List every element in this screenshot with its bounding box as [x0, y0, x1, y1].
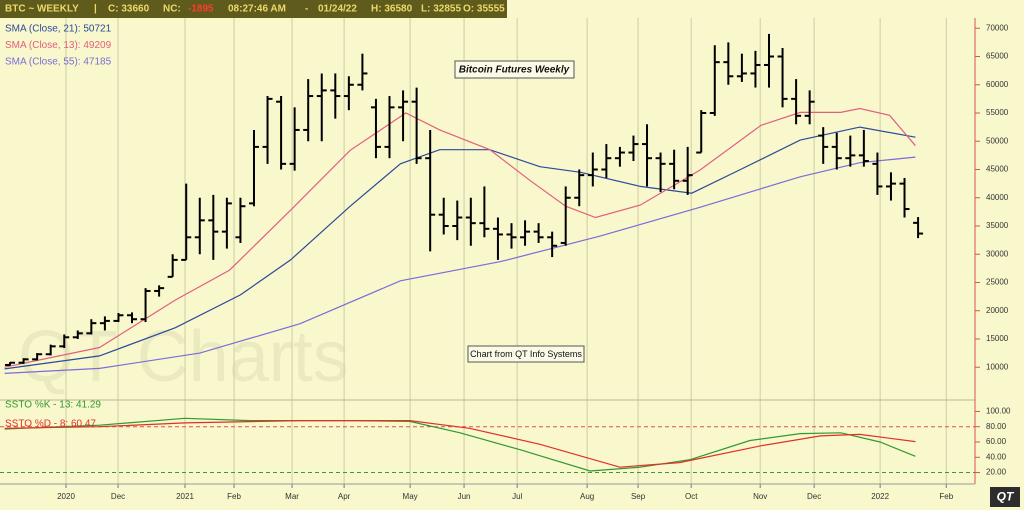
y-tick-label: 15000: [986, 334, 1009, 343]
y-tick-label: 40.00: [986, 452, 1007, 461]
x-tick-label: Apr: [338, 492, 351, 501]
x-tick-label: Dec: [111, 492, 125, 501]
x-tick-label: Oct: [685, 492, 698, 501]
y-tick-label: 20.00: [986, 468, 1007, 477]
grid-layer: [65, 18, 947, 488]
y-tick-label: 50000: [986, 136, 1009, 145]
y-tick-label: 100.00: [986, 407, 1011, 416]
indicator-line: [4, 420, 916, 468]
y-tick-label: 65000: [986, 52, 1009, 61]
watermark: QT Charts: [18, 317, 349, 397]
y-tick-label: 60.00: [986, 437, 1007, 446]
header-bar: [0, 0, 507, 18]
y-tick-label: 70000: [986, 23, 1009, 32]
logo: QT: [997, 490, 1015, 504]
dash: -: [305, 4, 308, 15]
legend-entry: SMA (Close, 55): 47185: [5, 57, 112, 68]
annotation: Bitcoin Futures Weekly: [459, 65, 570, 76]
x-tick-label: 2022: [871, 492, 889, 501]
symbol: BTC ~ WEEKLY: [5, 4, 79, 15]
x-tick-label: Dec: [807, 492, 821, 501]
y-tick-label: 20000: [986, 306, 1009, 315]
annotation-box: [467, 345, 585, 363]
legend-entry: SMA (Close, 13): 49209: [5, 40, 112, 51]
y-tick-label: 45000: [986, 165, 1009, 174]
y-tick-label: 30000: [986, 249, 1009, 258]
x-tick-label: Sep: [631, 492, 646, 501]
legend-entry: SSTO %D - 8: 60.47: [5, 419, 96, 430]
high-field: H: 36580: [371, 4, 413, 15]
x-tick-label: Feb: [939, 492, 953, 501]
x-tick-label: May: [403, 492, 418, 501]
open-field: O: 35555: [463, 4, 505, 15]
y-tick-label: 40000: [986, 193, 1009, 202]
net-change-label: NC:: [163, 4, 181, 15]
indicator-line: [4, 156, 916, 374]
x-tick-label: Feb: [227, 492, 241, 501]
legend-entry: SMA (Close, 21): 50721: [5, 24, 112, 35]
x-tick-label: 2020: [57, 492, 75, 501]
y-tick-label: 25000: [986, 278, 1009, 287]
separator: |: [94, 4, 97, 15]
net-change-value: -1895: [188, 4, 214, 15]
x-tick-label: Jun: [458, 492, 471, 501]
x-tick-label: Nov: [753, 492, 767, 501]
indicator-line: [4, 107, 916, 368]
logo-box: [990, 487, 1020, 507]
legend-entry: SSTO %K - 13: 41.29: [5, 400, 101, 411]
indicator-line: [4, 417, 916, 472]
plot-layer: [0, 33, 975, 474]
x-tick-label: Jul: [512, 492, 522, 501]
x-tick-label: Aug: [580, 492, 594, 501]
low-field: L: 32855: [421, 4, 461, 15]
y-tick-label: 35000: [986, 221, 1009, 230]
x-tick-label: Mar: [285, 492, 299, 501]
date-field: 01/24/22: [318, 4, 357, 15]
y-tick-label: 55000: [986, 108, 1009, 117]
y-tick-label: 60000: [986, 80, 1009, 89]
x-tick-label: 2021: [176, 492, 194, 501]
y-tick-label: 10000: [986, 362, 1009, 371]
close-field: C: 33660: [108, 4, 150, 15]
y-tick-label: 80.00: [986, 422, 1007, 431]
annotation-box: [454, 60, 575, 79]
annotation: Chart from QT Info Systems: [470, 349, 582, 359]
time-field: 08:27:46 AM: [228, 4, 286, 15]
